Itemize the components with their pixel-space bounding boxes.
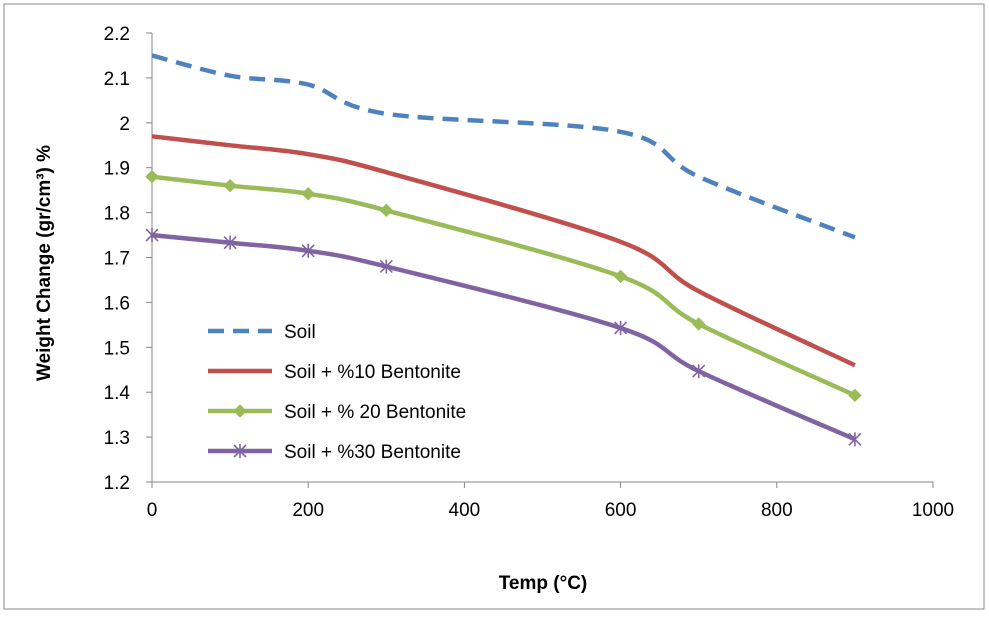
x-tick-label: 600	[605, 500, 637, 521]
series-line	[151, 232, 856, 442]
data-point-star	[379, 259, 393, 274]
y-axis-title: Weight Change (gr/cm³) %	[34, 145, 55, 381]
y-tick-label: 1.6	[104, 293, 130, 314]
data-point-star	[233, 444, 247, 458]
data-point-star	[223, 235, 237, 250]
legend: Soil Soil + %10 Bentonite Soil + % 20 Bent…	[208, 322, 466, 463]
legend-entry: Soil	[208, 322, 316, 343]
data-point-diamond	[613, 269, 628, 284]
y-tick-label: 1.7	[104, 249, 130, 270]
x-tick-label: 800	[761, 500, 793, 521]
data-point-diamond	[145, 169, 159, 184]
legend-label: Soil + %10 Bentonite	[284, 362, 461, 383]
legend-label: Soil + %30 Bentonite	[284, 442, 461, 463]
y-tick-label: 1.4	[104, 383, 131, 404]
legend-label: Soil	[284, 322, 316, 343]
y-tick-label: 1.2	[104, 473, 130, 494]
x-axis-title: Temp (°C)	[499, 573, 588, 594]
legend-label: Soil + % 20 Bentonite	[284, 402, 466, 423]
series-line	[151, 174, 856, 398]
data-point-star	[692, 364, 706, 379]
data-point-star	[145, 228, 159, 243]
data-point-star	[614, 320, 628, 335]
data-point-diamond	[223, 178, 237, 193]
y-tick-labels: 1.2 1.3 1.4 1.5 1.6 1.7 1.8 1.9 2 2.1 2.2	[104, 24, 152, 494]
legend-entry: Soil + % 20 Bentonite	[208, 402, 466, 423]
series-3	[145, 169, 862, 403]
y-tick-label: 2.1	[104, 69, 130, 90]
legend-entry: Soil + %30 Bentonite	[208, 442, 461, 463]
x-tick-label: 400	[449, 500, 481, 521]
x-tick-labels: 0 200 400 600 800 1000	[147, 482, 954, 521]
series-line	[151, 134, 856, 368]
series-lines	[145, 53, 862, 447]
y-tick-label: 1.5	[104, 338, 130, 359]
y-tick-label: 1.3	[104, 428, 130, 449]
x-tick-label: 0	[147, 500, 158, 521]
data-point-star	[301, 243, 315, 258]
x-tick-label: 1000	[912, 500, 954, 521]
y-tick-label: 1.8	[104, 204, 130, 225]
y-tick-label: 2.2	[104, 24, 130, 45]
x-tick-label: 200	[292, 500, 324, 521]
series-2	[151, 134, 856, 368]
chart-border	[3, 3, 985, 610]
y-tick-label: 1.9	[104, 159, 130, 180]
data-point-diamond	[848, 388, 862, 403]
series-1	[151, 53, 856, 240]
data-point-star	[848, 432, 862, 447]
data-point-diamond	[691, 317, 706, 331]
series-4	[145, 228, 862, 447]
legend-entry: Soil + %10 Bentonite	[208, 362, 461, 383]
y-tick-label: 2	[119, 114, 130, 135]
series-line	[151, 53, 856, 240]
data-point-diamond	[379, 203, 394, 218]
data-point-diamond	[233, 404, 247, 418]
data-point-diamond	[301, 187, 315, 201]
